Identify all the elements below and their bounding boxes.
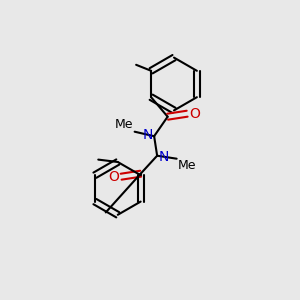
Text: N: N (142, 128, 153, 142)
Text: O: O (190, 107, 200, 121)
Text: O: O (108, 170, 119, 184)
Text: Me: Me (115, 118, 133, 131)
Text: N: N (159, 150, 169, 164)
Text: Me: Me (178, 159, 196, 172)
